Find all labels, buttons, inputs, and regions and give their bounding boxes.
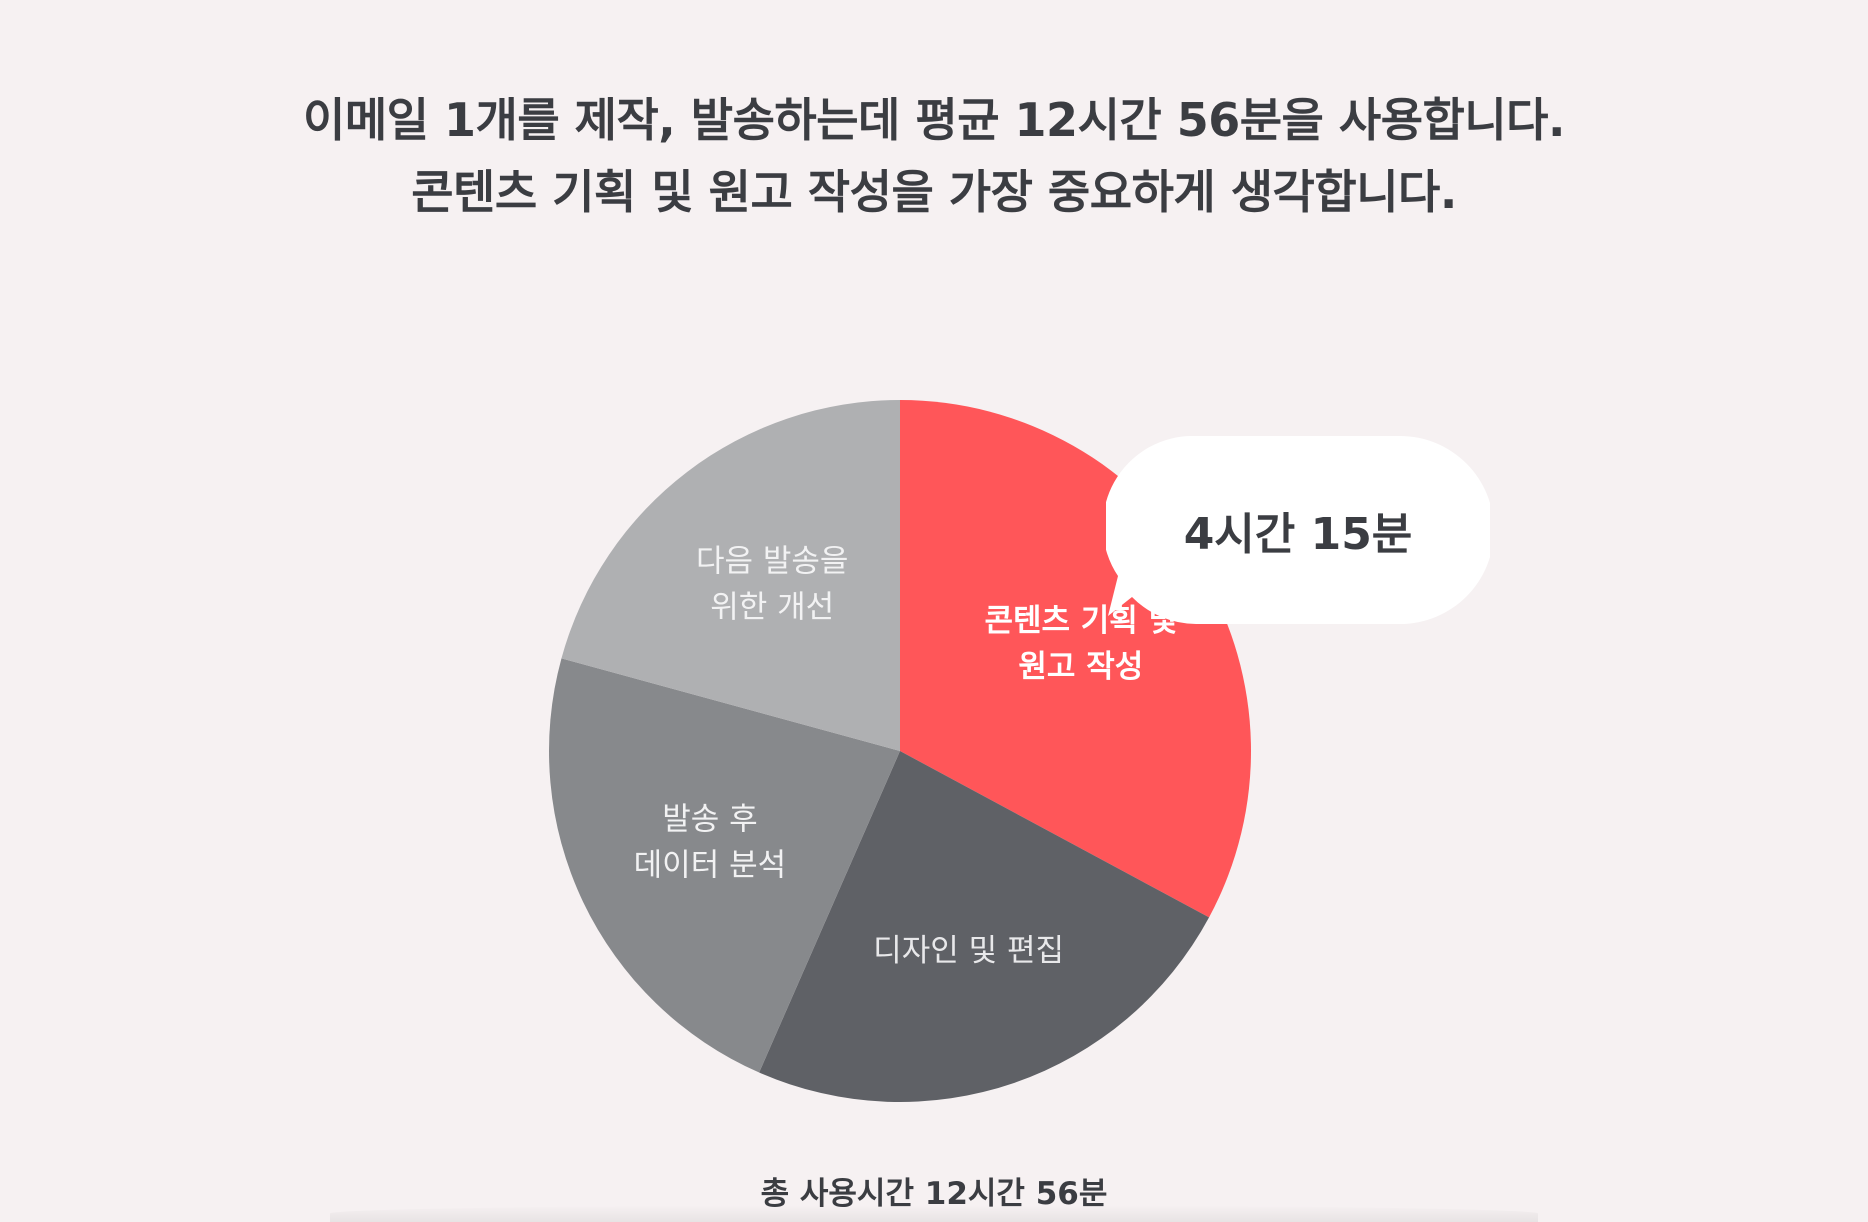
pie-slice-label-line: 위한 개선 bbox=[710, 590, 834, 626]
pie-slice-label-line: 콘텐츠 기획 및 bbox=[984, 603, 1177, 639]
callout-bubble: 4시간 15분 bbox=[1102, 435, 1494, 624]
pie-slice-label-line: 데이터 분석 bbox=[634, 848, 786, 884]
pie-slice-2 bbox=[759, 751, 1210, 1103]
headline: 이메일 1개를 제작, 발송하는데 평균 12시간 56분을 사용합니다. 콘텐… bbox=[0, 84, 1868, 228]
pie-slice-label-line: 원고 작성 bbox=[1018, 649, 1143, 685]
pie-slice-label-2: 디자인 및 편집 bbox=[873, 933, 1064, 969]
pie-slice-3 bbox=[549, 658, 900, 1073]
pie-slice-label-line: 디자인 및 편집 bbox=[873, 933, 1064, 969]
pie-slice-label-line: 발송 후 bbox=[662, 802, 757, 838]
headline-line-2: 콘텐츠 기획 및 원고 작성을 가장 중요하게 생각합니다. bbox=[411, 165, 1457, 219]
total-time-label: 총 사용시간 12시간 56분 bbox=[760, 1176, 1108, 1212]
pie-slice-label-line: 다음 발송을 bbox=[696, 544, 848, 580]
bottom-card-edge bbox=[330, 1205, 1538, 1222]
pie-slice-4 bbox=[561, 400, 900, 751]
callout-value: 4시간 15분 bbox=[1183, 509, 1413, 560]
callout-bubble-shape bbox=[1102, 435, 1494, 624]
headline-line-1: 이메일 1개를 제작, 발송하는데 평균 12시간 56분을 사용합니다. bbox=[303, 93, 1565, 147]
